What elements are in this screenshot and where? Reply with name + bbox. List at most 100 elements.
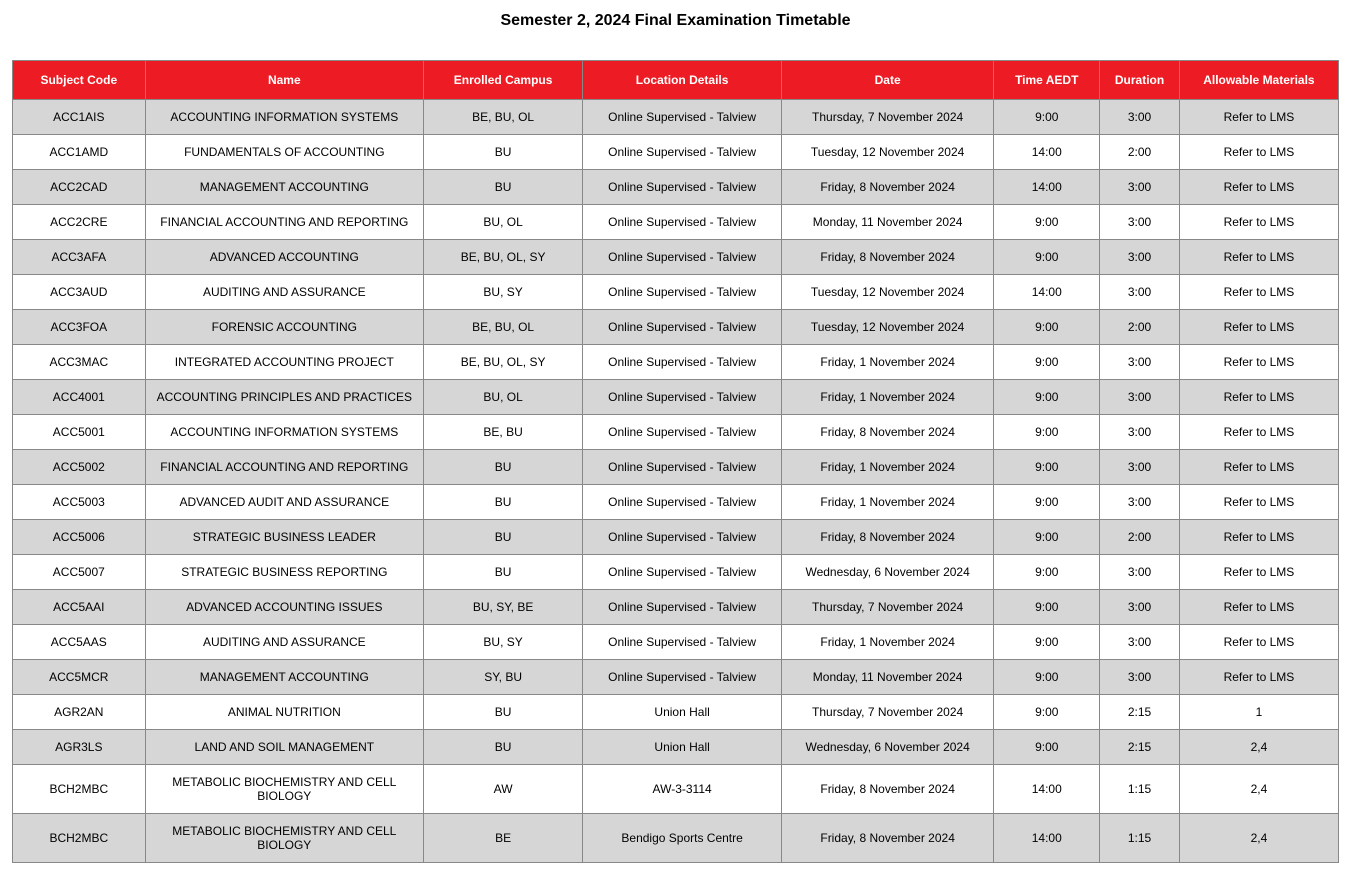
table-cell: Refer to LMS (1179, 590, 1338, 625)
table-row: ACC2CREFINANCIAL ACCOUNTING AND REPORTIN… (13, 205, 1339, 240)
table-cell: BE, BU, OL (424, 100, 583, 135)
table-cell: ADVANCED ACCOUNTING ISSUES (145, 590, 423, 625)
table-cell: Friday, 1 November 2024 (782, 345, 994, 380)
table-cell: 9:00 (994, 415, 1100, 450)
table-row: ACC4001ACCOUNTING PRINCIPLES AND PRACTIC… (13, 380, 1339, 415)
table-cell: Refer to LMS (1179, 310, 1338, 345)
table-cell: Friday, 8 November 2024 (782, 170, 994, 205)
table-cell: 3:00 (1100, 275, 1180, 310)
table-cell: BU (424, 170, 583, 205)
table-cell: AGR2AN (13, 695, 146, 730)
table-cell: Online Supervised - Talview (583, 415, 782, 450)
table-cell: Wednesday, 6 November 2024 (782, 730, 994, 765)
table-cell: Friday, 1 November 2024 (782, 485, 994, 520)
table-row: AGR3LSLAND AND SOIL MANAGEMENTBUUnion Ha… (13, 730, 1339, 765)
table-cell: Thursday, 7 November 2024 (782, 590, 994, 625)
table-cell: BE (424, 814, 583, 863)
table-cell: 14:00 (994, 275, 1100, 310)
table-cell: Online Supervised - Talview (583, 380, 782, 415)
table-row: ACC1AMDFUNDAMENTALS OF ACCOUNTINGBUOnlin… (13, 135, 1339, 170)
table-cell: Friday, 8 November 2024 (782, 415, 994, 450)
table-row: ACC2CADMANAGEMENT ACCOUNTINGBUOnline Sup… (13, 170, 1339, 205)
table-cell: 2:00 (1100, 520, 1180, 555)
table-cell: 9:00 (994, 205, 1100, 240)
table-cell: Refer to LMS (1179, 555, 1338, 590)
table-cell: Friday, 8 November 2024 (782, 814, 994, 863)
table-cell: Refer to LMS (1179, 450, 1338, 485)
table-cell: BCH2MBC (13, 814, 146, 863)
table-cell: Friday, 8 November 2024 (782, 240, 994, 275)
table-row: ACC3AFAADVANCED ACCOUNTINGBE, BU, OL, SY… (13, 240, 1339, 275)
table-cell: ACCOUNTING INFORMATION SYSTEMS (145, 100, 423, 135)
table-cell: Union Hall (583, 730, 782, 765)
table-cell: BU, OL (424, 205, 583, 240)
table-cell: BE, BU (424, 415, 583, 450)
table-cell: Bendigo Sports Centre (583, 814, 782, 863)
table-cell: 9:00 (994, 730, 1100, 765)
table-cell: 9:00 (994, 695, 1100, 730)
table-cell: 3:00 (1100, 450, 1180, 485)
table-cell: 3:00 (1100, 170, 1180, 205)
table-cell: Tuesday, 12 November 2024 (782, 310, 994, 345)
table-cell: Refer to LMS (1179, 485, 1338, 520)
table-cell: 3:00 (1100, 380, 1180, 415)
table-cell: Online Supervised - Talview (583, 310, 782, 345)
table-cell: MANAGEMENT ACCOUNTING (145, 660, 423, 695)
table-cell: Online Supervised - Talview (583, 100, 782, 135)
table-header-cell: Subject Code (13, 61, 146, 100)
table-cell: Refer to LMS (1179, 170, 1338, 205)
table-cell: 9:00 (994, 380, 1100, 415)
table-cell: Online Supervised - Talview (583, 240, 782, 275)
table-header-cell: Location Details (583, 61, 782, 100)
table-cell: ANIMAL NUTRITION (145, 695, 423, 730)
table-cell: 14:00 (994, 135, 1100, 170)
table-header-cell: Date (782, 61, 994, 100)
table-row: ACC1AISACCOUNTING INFORMATION SYSTEMSBE,… (13, 100, 1339, 135)
table-cell: 3:00 (1100, 205, 1180, 240)
table-cell: 9:00 (994, 625, 1100, 660)
table-cell: AW-3-3114 (583, 765, 782, 814)
table-cell: BU (424, 135, 583, 170)
table-cell: BU, SY (424, 275, 583, 310)
table-cell: 9:00 (994, 450, 1100, 485)
table-cell: ACC2CRE (13, 205, 146, 240)
table-cell: BE, BU, OL, SY (424, 345, 583, 380)
table-header-cell: Enrolled Campus (424, 61, 583, 100)
table-cell: Friday, 1 November 2024 (782, 625, 994, 660)
table-cell: 1:15 (1100, 765, 1180, 814)
table-row: ACC5AASAUDITING AND ASSURANCEBU, SYOnlin… (13, 625, 1339, 660)
table-header-cell: Name (145, 61, 423, 100)
table-row: ACC5003ADVANCED AUDIT AND ASSURANCEBUOnl… (13, 485, 1339, 520)
table-cell: BU (424, 730, 583, 765)
table-cell: 3:00 (1100, 660, 1180, 695)
table-cell: BU, SY (424, 625, 583, 660)
table-row: ACC3FOAFORENSIC ACCOUNTINGBE, BU, OLOnli… (13, 310, 1339, 345)
table-cell: BU, OL (424, 380, 583, 415)
table-cell: SY, BU (424, 660, 583, 695)
table-cell: ACC5MCR (13, 660, 146, 695)
table-cell: MANAGEMENT ACCOUNTING (145, 170, 423, 205)
table-cell: ACC5AAS (13, 625, 146, 660)
table-cell: Refer to LMS (1179, 240, 1338, 275)
table-row: BCH2MBCMETABOLIC BIOCHEMISTRY AND CELL B… (13, 814, 1339, 863)
table-body: ACC1AISACCOUNTING INFORMATION SYSTEMSBE,… (13, 100, 1339, 863)
table-cell: ACC4001 (13, 380, 146, 415)
table-cell: 3:00 (1100, 240, 1180, 275)
table-cell: Online Supervised - Talview (583, 555, 782, 590)
table-cell: ACC3AFA (13, 240, 146, 275)
table-cell: ACCOUNTING PRINCIPLES AND PRACTICES (145, 380, 423, 415)
table-cell: BU, SY, BE (424, 590, 583, 625)
table-cell: 1 (1179, 695, 1338, 730)
table-row: ACC3MACINTEGRATED ACCOUNTING PROJECTBE, … (13, 345, 1339, 380)
table-cell: ACC3AUD (13, 275, 146, 310)
table-cell: 3:00 (1100, 415, 1180, 450)
table-cell: Online Supervised - Talview (583, 450, 782, 485)
table-cell: Refer to LMS (1179, 660, 1338, 695)
table-cell: Online Supervised - Talview (583, 205, 782, 240)
table-cell: 14:00 (994, 765, 1100, 814)
table-cell: AW (424, 765, 583, 814)
table-cell: FORENSIC ACCOUNTING (145, 310, 423, 345)
table-cell: Refer to LMS (1179, 275, 1338, 310)
table-row: ACC3AUDAUDITING AND ASSURANCEBU, SYOnlin… (13, 275, 1339, 310)
table-cell: ACC5006 (13, 520, 146, 555)
